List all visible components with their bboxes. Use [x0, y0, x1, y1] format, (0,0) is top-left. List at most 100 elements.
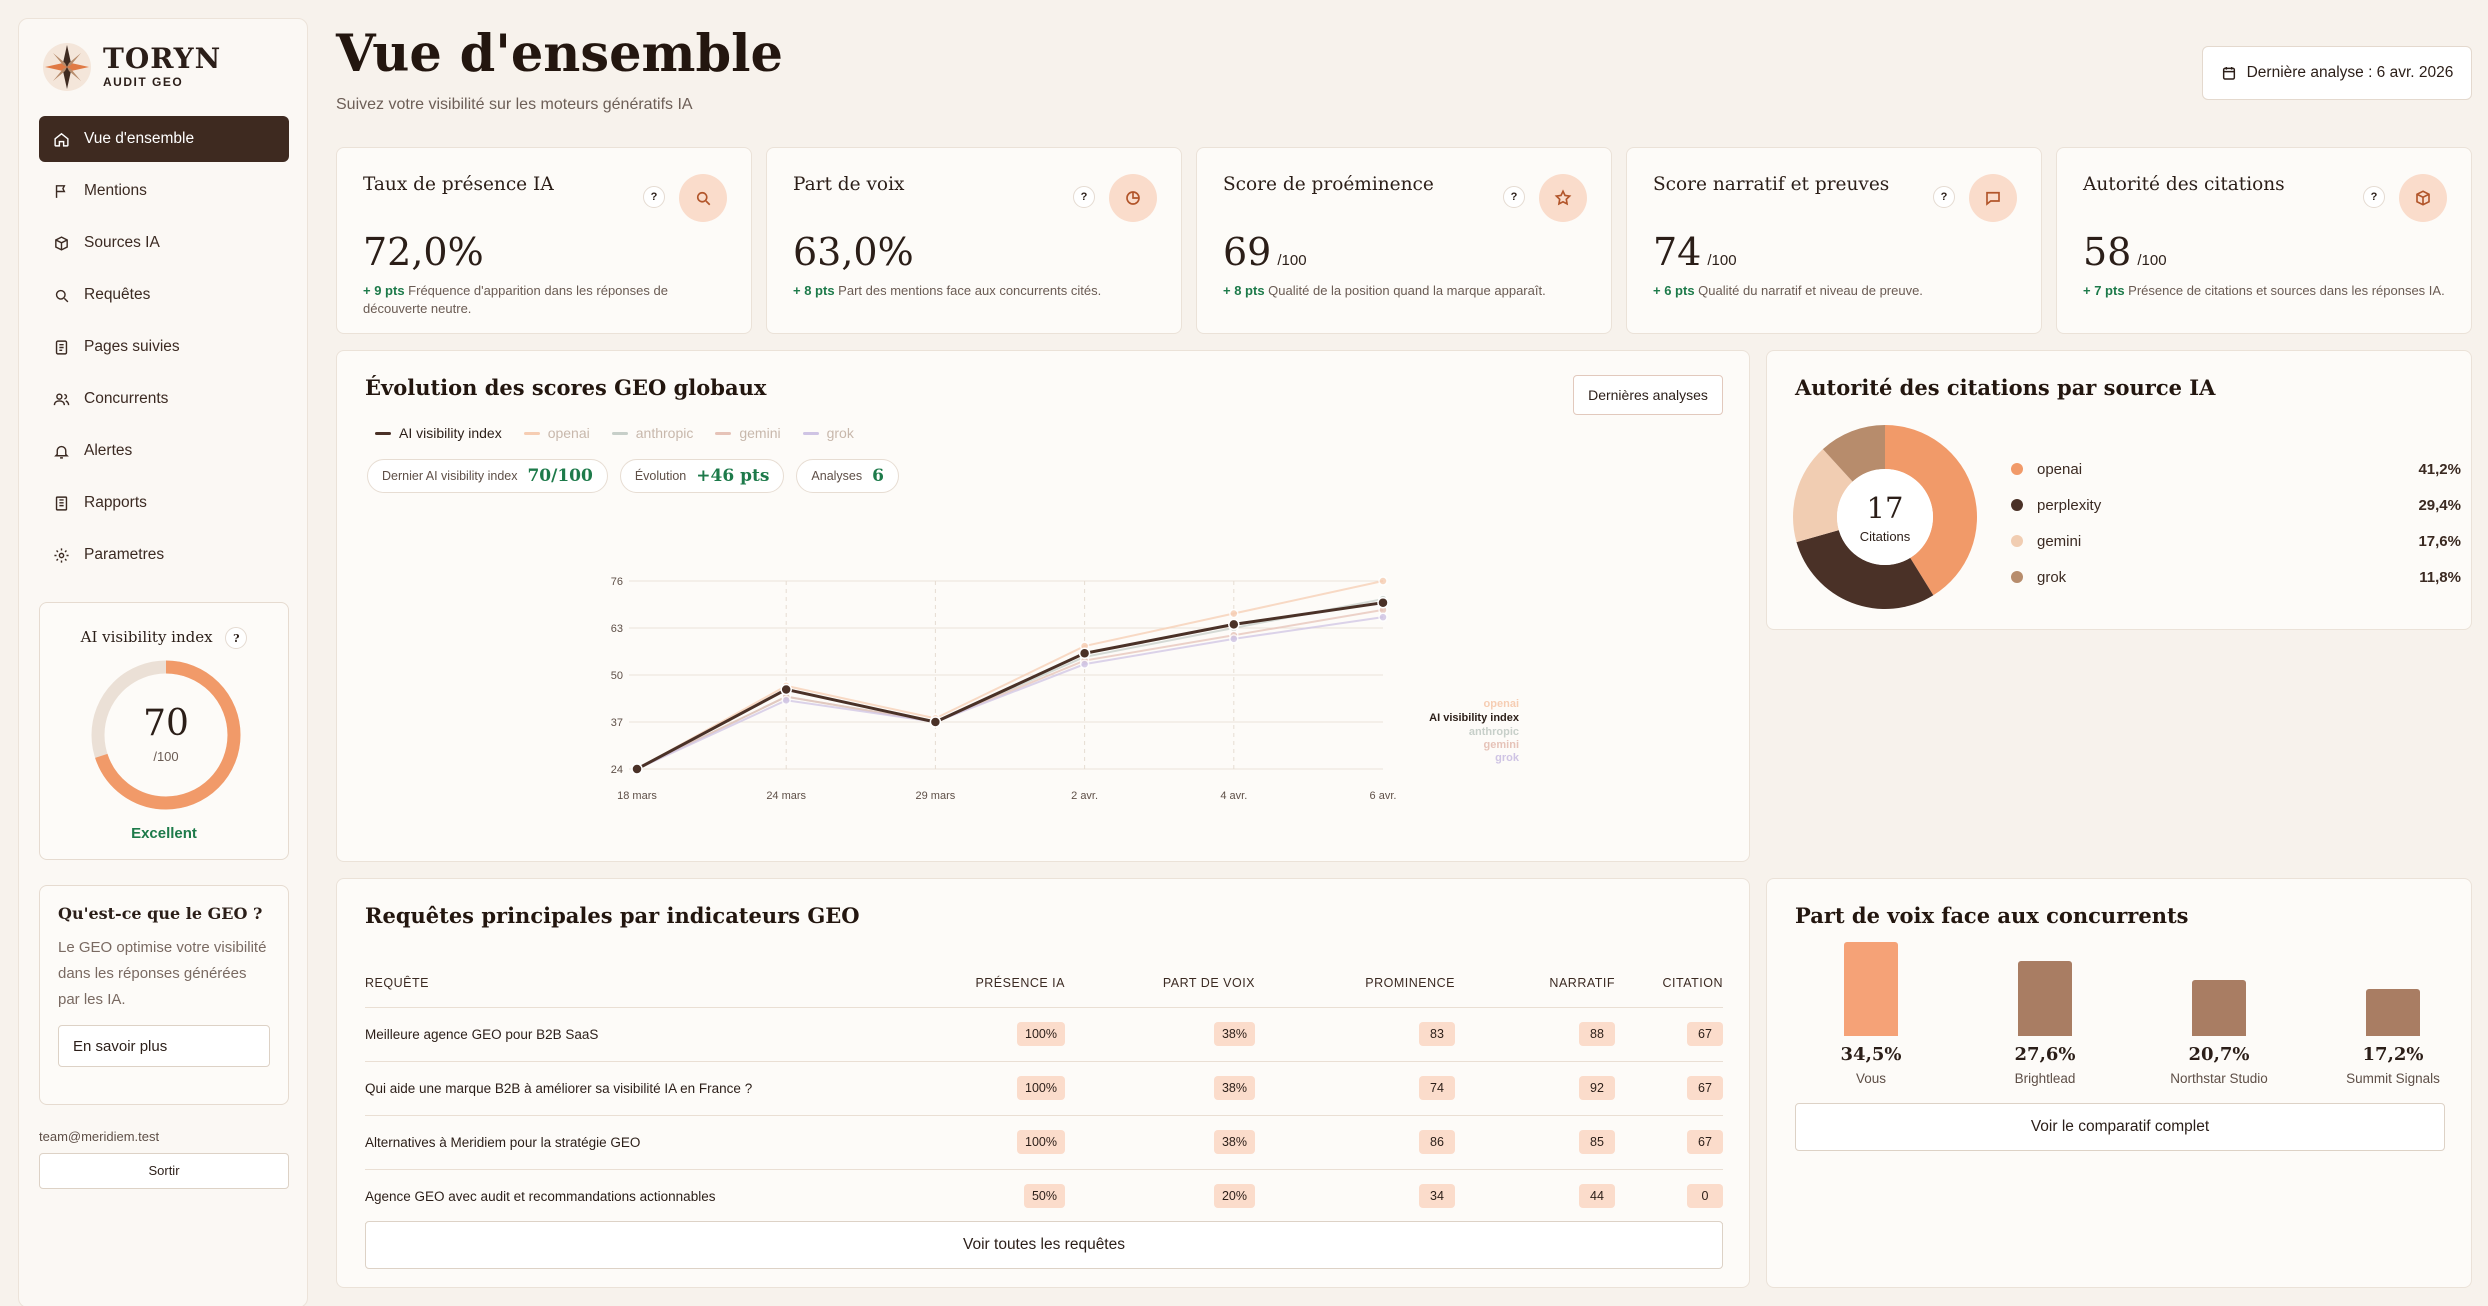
score-max: /100	[153, 749, 179, 764]
legend-item[interactable]: gemini	[715, 425, 781, 441]
pill-value: +46 pts	[696, 466, 770, 486]
logout-button[interactable]: Sortir	[39, 1153, 289, 1189]
legend-name: openai	[2037, 460, 2083, 478]
kpi-icon-button[interactable]	[1539, 174, 1587, 222]
cell-tag: 38%	[1213, 1022, 1255, 1046]
data-point[interactable]	[1228, 618, 1240, 631]
donut-slice-perplexity[interactable]	[1796, 530, 1934, 609]
sidebar-item-requests[interactable]: Requêtes	[39, 272, 289, 318]
donut-total-label: Citations	[1859, 529, 1911, 544]
kpi-unit: /100	[1277, 252, 1307, 269]
sov-label-group: 34,5% Vous	[1801, 1044, 1941, 1086]
legend-item[interactable]: anthropic	[611, 425, 693, 441]
score-title-row: AI visibility index ?	[40, 627, 288, 649]
kpi-value: 69	[1223, 230, 1272, 274]
cell-tag: 67	[1687, 1130, 1723, 1154]
kpi-value: 63,0%	[793, 230, 914, 274]
sov-label-group: 20,7% Northstar Studio	[2149, 1044, 2289, 1086]
sidebar-item-mentions[interactable]: Mentions	[39, 168, 289, 214]
kpi-value: 72,0%	[363, 230, 484, 274]
sidebar-item-alerts[interactable]: Alertes	[39, 428, 289, 474]
data-point[interactable]	[1079, 659, 1090, 669]
table-row[interactable]: Alternatives à Meridiem pour la stratégi…	[365, 1115, 1723, 1170]
table-row[interactable]: Meilleure agence GEO pour B2B SaaS 100% …	[365, 1007, 1723, 1062]
sidebar-item-reports[interactable]: Rapports	[39, 480, 289, 526]
legend-row: openai 41,2%	[2011, 451, 2461, 487]
legend-swatch	[2011, 463, 2023, 475]
legend-item[interactable]: openai	[523, 425, 590, 441]
help-icon[interactable]: ?	[643, 186, 665, 208]
cell-query: Meilleure agence GEO pour B2B SaaS	[365, 1007, 925, 1062]
kpi-delta: + 9 pts	[363, 283, 405, 298]
data-point[interactable]	[780, 683, 792, 696]
view-comparison-button[interactable]: Voir le comparatif complet	[1795, 1103, 2445, 1151]
sidebar-item-pages[interactable]: Pages suivies	[39, 324, 289, 370]
sidebar-item-sources[interactable]: Sources IA	[39, 220, 289, 266]
kpi-title: Autorité des citations	[2083, 174, 2285, 195]
pill-value: 70/100	[527, 466, 593, 486]
pill-label: Dernier AI visibility index	[382, 469, 518, 483]
sov-label-group: 27,6% Brightlead	[1975, 1044, 2115, 1086]
sidebar-item-settings[interactable]: Parametres	[39, 532, 289, 578]
help-icon[interactable]: ?	[1933, 186, 1955, 208]
data-point[interactable]	[631, 763, 643, 775]
table-row[interactable]: Agence GEO avec audit et recommandations…	[365, 1169, 1723, 1224]
data-point[interactable]	[1378, 576, 1388, 586]
help-icon[interactable]: ?	[1073, 186, 1095, 208]
kpi-icon-button[interactable]	[1969, 174, 2017, 222]
view-all-requests-button[interactable]: Voir toutes les requêtes	[365, 1221, 1723, 1269]
kpi-icon-button[interactable]	[1109, 174, 1157, 222]
sov-bar[interactable]	[2192, 979, 2246, 1036]
donut-slice-openai[interactable]	[1885, 425, 1977, 596]
learn-more-button[interactable]: En savoir plus	[58, 1025, 270, 1067]
kpi-description: Part des mentions face aux concurrents c…	[838, 283, 1102, 298]
recent-analyses-button[interactable]: Dernières analyses	[1573, 375, 1723, 415]
help-icon[interactable]: ?	[225, 627, 248, 649]
series-end-label: AI visibility index	[1429, 712, 1520, 724]
legend-pct: 17,6%	[2418, 532, 2461, 550]
chart-legend: AI visibility index openai anthropic gemini…	[375, 425, 854, 441]
data-point[interactable]	[1078, 647, 1091, 660]
kpi-delta: + 6 pts	[1653, 283, 1695, 298]
kpi-icon-button[interactable]	[679, 174, 727, 222]
sov-bar[interactable]	[2018, 960, 2072, 1036]
kpi-delta: + 8 pts	[793, 283, 835, 298]
donut-slice-gemini[interactable]	[1793, 449, 1853, 543]
last-analysis-button[interactable]: Dernière analyse : 6 avr. 2026	[2202, 46, 2472, 100]
evolution-line-chart: 24 37 50 63 76 18 mars 24 mars 29 mars 2 avr. 4 a…	[611, 576, 1520, 802]
col-header: CITATION	[1615, 959, 1723, 1008]
data-point[interactable]	[1229, 608, 1239, 619]
data-point[interactable]	[781, 695, 791, 706]
help-icon[interactable]: ?	[2363, 186, 2385, 208]
report-icon	[55, 495, 68, 511]
cell-tag: 50%	[1023, 1184, 1065, 1208]
series-line-gemini	[636, 608, 1384, 770]
col-header: PRÉSENCE IA	[925, 959, 1065, 1008]
cell-tag: 67	[1687, 1076, 1723, 1100]
legend-label: gemini	[739, 425, 781, 441]
legend-item[interactable]: grok	[802, 425, 854, 441]
sov-bar[interactable]	[2366, 989, 2420, 1036]
legend-item[interactable]: AI visibility index	[375, 425, 502, 441]
data-point[interactable]	[1377, 596, 1389, 609]
donut-slice-grok[interactable]	[1822, 425, 1885, 482]
sov-bar[interactable]	[1844, 942, 1898, 1036]
brand-logo[interactable]: TORYN AUDIT GEO	[41, 41, 221, 93]
sidebar-item-overview[interactable]: Vue d'ensemble	[39, 116, 289, 162]
x-tick-label: 29 mars	[916, 790, 956, 802]
sidebar-item-competitors[interactable]: Concurrents	[39, 376, 289, 422]
legend-label: AI visibility index	[399, 425, 502, 441]
data-point[interactable]	[929, 716, 942, 728]
help-icon[interactable]: ?	[1503, 186, 1525, 208]
home-icon	[54, 132, 69, 147]
series-end-label: grok	[1495, 752, 1520, 764]
data-point[interactable]	[1378, 612, 1388, 622]
table-row[interactable]: Qui aide une marque B2B à améliorer sa v…	[365, 1061, 1723, 1116]
table-header-row: REQUÊTE PRÉSENCE IA PART DE VOIX PROMINE…	[365, 959, 1723, 1008]
star-icon	[1554, 189, 1572, 206]
kpi-value-row: 72,0%	[363, 230, 484, 274]
data-point[interactable]	[1229, 634, 1239, 644]
score-gauge-arc	[91, 660, 241, 810]
cell-tag: 86	[1419, 1130, 1455, 1154]
kpi-icon-button[interactable]	[2399, 174, 2447, 222]
